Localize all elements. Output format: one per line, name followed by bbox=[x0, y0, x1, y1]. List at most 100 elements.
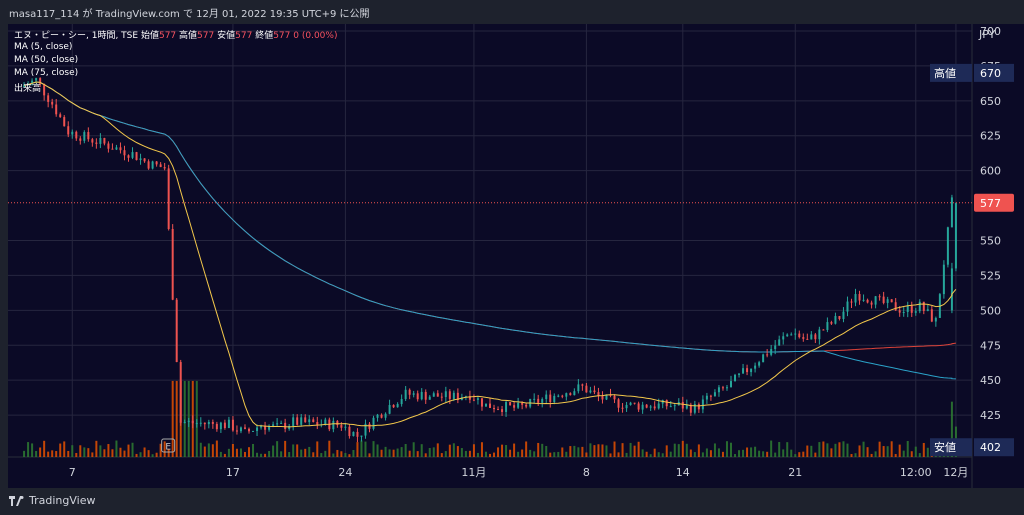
volume-bar bbox=[814, 452, 817, 457]
candle-body bbox=[376, 414, 379, 418]
candle-body bbox=[480, 398, 483, 407]
ma75-label[interactable]: MA (75, close) bbox=[14, 68, 79, 78]
candle-body bbox=[721, 387, 724, 389]
volume-bar bbox=[304, 448, 307, 457]
candle-body bbox=[231, 419, 234, 431]
candle-body bbox=[830, 322, 833, 324]
volume-label[interactable]: 出来高 bbox=[14, 84, 42, 94]
candle-body bbox=[517, 402, 520, 408]
footer-bar bbox=[0, 488, 1024, 515]
candle-body bbox=[689, 404, 692, 413]
candle-body bbox=[549, 394, 552, 403]
candle-body bbox=[83, 132, 86, 141]
volume-bar bbox=[681, 440, 684, 457]
candle-body bbox=[685, 404, 688, 409]
candle-body bbox=[256, 427, 259, 431]
volume-bar bbox=[661, 453, 664, 457]
time-axis-area bbox=[8, 457, 972, 488]
candle-body bbox=[613, 395, 616, 400]
candle-body bbox=[557, 395, 560, 397]
volume-bar bbox=[533, 451, 536, 457]
volume-bar bbox=[332, 453, 335, 457]
open-label: 始値 bbox=[140, 31, 159, 41]
volume-bar bbox=[171, 380, 174, 457]
candle-body bbox=[786, 334, 789, 337]
volume-bar bbox=[689, 449, 692, 457]
candle-body bbox=[67, 126, 70, 135]
volume-bar bbox=[918, 453, 921, 457]
candle-body bbox=[870, 302, 873, 305]
candle-body bbox=[822, 329, 825, 331]
volume-bar bbox=[352, 450, 355, 457]
low-value: 577 bbox=[235, 31, 253, 41]
candle-body bbox=[593, 390, 596, 393]
chart-legend: エヌ・ピー・シー, 1時間, TSE 始値577 高値577 安値577 終値5… bbox=[14, 28, 337, 41]
candle-body bbox=[248, 428, 250, 432]
candle-body bbox=[91, 139, 94, 143]
tradingview-logo[interactable]: TradingView bbox=[9, 494, 95, 507]
current-price-text: 577 bbox=[980, 197, 1001, 210]
candle-body bbox=[561, 395, 564, 397]
volume-bar bbox=[320, 453, 323, 457]
ma5-label[interactable]: MA (5, close) bbox=[14, 42, 73, 52]
x-tick-label: 17 bbox=[226, 466, 240, 479]
candle-body bbox=[597, 392, 600, 397]
volume-bar bbox=[581, 446, 584, 457]
candle-body bbox=[344, 426, 347, 428]
volume-bar bbox=[256, 452, 259, 457]
ma50-label[interactable]: MA (50, close) bbox=[14, 55, 79, 65]
volume-bar bbox=[818, 442, 821, 457]
candle-body bbox=[581, 384, 584, 386]
candle-body bbox=[633, 402, 636, 404]
volume-bar bbox=[163, 441, 166, 457]
candle-body bbox=[223, 422, 226, 428]
candle-body bbox=[288, 425, 291, 429]
candle-body bbox=[203, 422, 206, 425]
volume-bar bbox=[288, 452, 291, 457]
candle-body bbox=[782, 336, 785, 340]
volume-bar bbox=[874, 451, 877, 457]
volume-bar bbox=[746, 447, 749, 457]
candle-body bbox=[235, 430, 238, 432]
candle-body bbox=[23, 85, 26, 87]
volume-bar bbox=[464, 450, 467, 457]
candle-body bbox=[131, 152, 134, 158]
candle-body bbox=[183, 421, 186, 423]
candle-body bbox=[577, 384, 580, 392]
price-value-text: 670 bbox=[980, 67, 1001, 80]
volume-bar bbox=[721, 451, 724, 457]
candle-body bbox=[493, 407, 496, 410]
volume-bar bbox=[790, 449, 793, 457]
candle-body bbox=[175, 299, 178, 363]
volume-bar bbox=[906, 440, 909, 457]
candle-body bbox=[51, 101, 54, 105]
candle-body bbox=[59, 114, 62, 118]
y-tick-label: 600 bbox=[980, 165, 1001, 178]
volume-bar bbox=[131, 442, 134, 457]
candle-body bbox=[332, 420, 335, 430]
volume-bar bbox=[645, 451, 648, 457]
volume-bar bbox=[348, 454, 351, 457]
candle-body bbox=[211, 422, 214, 424]
volume-bar bbox=[625, 452, 628, 457]
x-tick-label: 14 bbox=[676, 466, 690, 479]
candle-body bbox=[428, 396, 431, 400]
candle-body bbox=[440, 396, 443, 398]
branding-text: TradingView bbox=[29, 494, 96, 507]
volume-bar bbox=[71, 445, 74, 457]
volume-bar bbox=[468, 450, 471, 457]
candle-body bbox=[842, 311, 845, 320]
candle-body bbox=[878, 296, 881, 298]
volume-bar bbox=[549, 452, 552, 457]
candle-body bbox=[472, 399, 475, 401]
volume-bar bbox=[505, 445, 508, 457]
candle-body bbox=[886, 299, 889, 303]
volume-bar bbox=[328, 440, 331, 457]
candle-body bbox=[219, 422, 222, 430]
candle-body bbox=[63, 117, 66, 127]
volume-bar bbox=[846, 443, 849, 457]
volume-bar bbox=[802, 451, 805, 457]
candle-body bbox=[151, 161, 154, 169]
price-chart[interactable]: 700675650625600550525500475450425JPY7172… bbox=[0, 24, 1024, 488]
candle-body bbox=[497, 409, 500, 411]
